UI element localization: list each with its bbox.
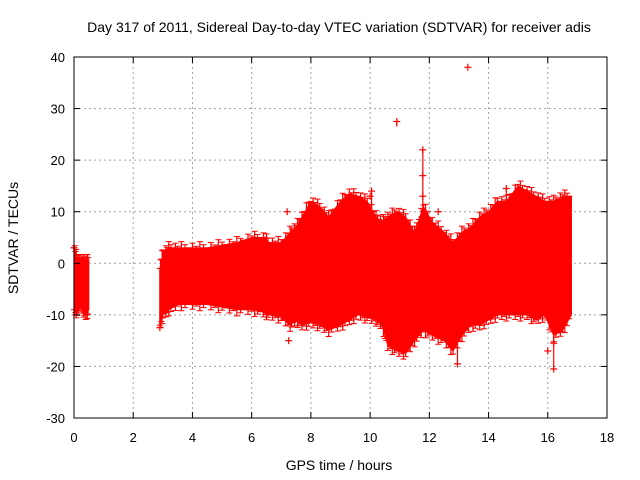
- x-tick-label: 18: [600, 430, 614, 445]
- plot-frame: [73, 56, 608, 419]
- y-tick-label: -30: [46, 411, 65, 426]
- y-tick-label: -20: [46, 359, 65, 374]
- x-axis-label: GPS time / hours: [286, 457, 393, 473]
- y-tick-label: 30: [51, 102, 65, 117]
- y-tick-label: -10: [46, 308, 65, 323]
- x-tick-label: 2: [130, 430, 137, 445]
- y-tick-label: 10: [51, 205, 65, 220]
- x-tick-label: 4: [189, 430, 196, 445]
- x-tick-label: 6: [248, 430, 255, 445]
- plot-area: [70, 63, 573, 373]
- x-tick-label: 14: [481, 430, 495, 445]
- y-tick-label: 0: [58, 256, 65, 271]
- chart-title: Day 317 of 2011, Sidereal Day-to-day VTE…: [87, 19, 591, 35]
- y-tick-label: 20: [51, 153, 65, 168]
- axis-ticks: 0 2 4 6 8 10 12 14 16 18 -30 -20 -10 0 10 20 30 40: [46, 50, 614, 445]
- x-tick-label: 0: [70, 430, 77, 445]
- x-tick-label: 10: [363, 430, 377, 445]
- x-tick-label: 8: [307, 430, 314, 445]
- x-tick-label: 12: [422, 430, 436, 445]
- y-tick-label: 40: [51, 50, 65, 65]
- y-axis-label: SDTVAR / TECUs: [5, 182, 21, 294]
- x-tick-label: 16: [541, 430, 555, 445]
